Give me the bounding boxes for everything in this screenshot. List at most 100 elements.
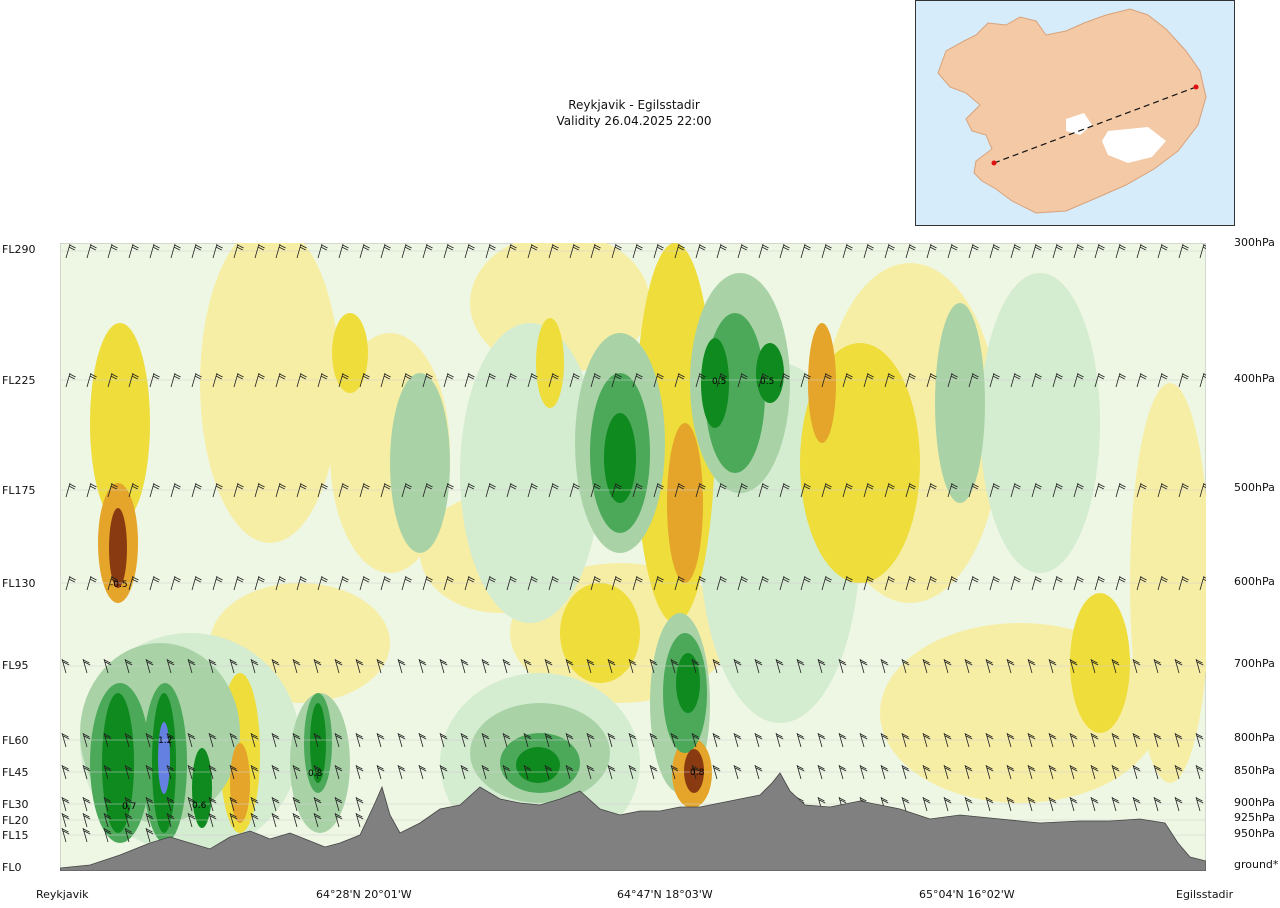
wind-barb bbox=[1069, 764, 1078, 780]
wind-barb bbox=[1115, 482, 1126, 498]
wind-barb bbox=[481, 732, 490, 748]
wind-barb bbox=[149, 575, 160, 591]
band-pos-strong bbox=[604, 413, 636, 503]
wind-barb bbox=[485, 372, 496, 388]
wind-barb bbox=[649, 732, 658, 748]
wind-barb bbox=[149, 482, 160, 498]
wind-barb bbox=[817, 658, 826, 674]
wind-barb bbox=[989, 575, 1000, 591]
wind-barb bbox=[821, 482, 832, 498]
wind-barb bbox=[842, 575, 853, 591]
wind-barb bbox=[1031, 575, 1042, 591]
wind-barb bbox=[338, 482, 349, 498]
validity-time: Validity 26.04.2025 22:00 bbox=[556, 114, 712, 128]
wind-barb bbox=[1031, 482, 1042, 498]
wind-barb bbox=[880, 658, 889, 674]
wind-barb bbox=[296, 482, 307, 498]
wind-barb bbox=[821, 372, 832, 388]
wind-barb bbox=[422, 372, 433, 388]
wind-barb bbox=[1136, 372, 1147, 388]
wind-barb bbox=[1132, 764, 1141, 780]
wind-barb bbox=[502, 764, 511, 780]
wind-barb bbox=[611, 243, 622, 259]
wind-barb bbox=[1031, 372, 1042, 388]
wind-barb bbox=[166, 732, 175, 748]
wind-barb bbox=[170, 372, 181, 388]
wind-barb bbox=[82, 732, 91, 748]
x-label-waypoint-2: 64°47'N 18°03'W bbox=[617, 888, 713, 901]
wind-barb bbox=[124, 796, 133, 812]
wind-barb bbox=[212, 575, 223, 591]
wind-barb bbox=[1195, 658, 1204, 674]
wind-barb bbox=[506, 575, 517, 591]
wind-barb bbox=[103, 812, 112, 828]
wind-barb bbox=[964, 764, 973, 780]
wind-barb bbox=[166, 658, 175, 674]
wind-barb bbox=[628, 764, 637, 780]
wind-barb bbox=[1136, 575, 1147, 591]
wind-barb bbox=[250, 796, 259, 812]
wind-barb bbox=[985, 764, 994, 780]
band-pos-strong bbox=[310, 703, 326, 783]
band-pos-strong bbox=[192, 748, 212, 828]
wind-barb bbox=[926, 243, 937, 259]
wind-barb bbox=[838, 764, 847, 780]
terrain-profile bbox=[60, 772, 1206, 871]
wind-barb bbox=[229, 732, 238, 748]
wind-barb bbox=[922, 796, 931, 812]
wind-barb bbox=[716, 372, 727, 388]
wind-barb bbox=[208, 732, 217, 748]
wind-barb bbox=[632, 372, 643, 388]
wind-barb bbox=[611, 575, 622, 591]
wind-barb bbox=[1178, 482, 1189, 498]
wind-barb bbox=[653, 575, 664, 591]
wind-barb bbox=[443, 575, 454, 591]
wind-barb bbox=[1174, 658, 1183, 674]
wind-barbs bbox=[61, 243, 1206, 843]
wind-barb bbox=[103, 732, 112, 748]
wind-barb bbox=[1199, 575, 1206, 591]
wind-barb bbox=[737, 482, 748, 498]
wind-barb bbox=[334, 796, 343, 812]
wind-barb bbox=[1178, 575, 1189, 591]
wind-barb bbox=[124, 827, 133, 843]
band-pos-light bbox=[935, 303, 985, 503]
wind-barb bbox=[569, 575, 580, 591]
wind-barb bbox=[1094, 243, 1105, 259]
wind-barb bbox=[1115, 243, 1126, 259]
wind-barb bbox=[149, 243, 160, 259]
wind-barb bbox=[695, 482, 706, 498]
route-map bbox=[915, 0, 1235, 226]
wind-barb bbox=[443, 243, 454, 259]
wind-barb bbox=[107, 372, 118, 388]
wind-barb bbox=[170, 243, 181, 259]
wind-barb bbox=[464, 372, 475, 388]
wind-barb bbox=[691, 658, 700, 674]
flight-level-lines bbox=[60, 250, 1206, 836]
wind-barb bbox=[1073, 482, 1084, 498]
wind-barb bbox=[1199, 372, 1206, 388]
wind-barb bbox=[401, 243, 412, 259]
band-neg-light bbox=[560, 583, 640, 683]
wind-barb bbox=[691, 764, 700, 780]
wind-barb bbox=[712, 658, 721, 674]
wind-barb bbox=[334, 812, 343, 828]
wind-barb bbox=[296, 372, 307, 388]
wind-barb bbox=[86, 575, 97, 591]
wind-barb bbox=[65, 372, 76, 388]
wind-barb bbox=[397, 764, 406, 780]
wind-barb bbox=[1052, 482, 1063, 498]
wind-barb bbox=[1010, 575, 1021, 591]
wind-barb bbox=[212, 243, 223, 259]
wind-barb bbox=[233, 482, 244, 498]
annotation-label: 0.7 bbox=[122, 802, 136, 812]
y-right-label: 800hPa bbox=[1234, 731, 1275, 744]
band-pos-strong bbox=[756, 343, 784, 403]
wind-barb bbox=[292, 658, 301, 674]
wind-barb bbox=[166, 812, 175, 828]
wind-barb bbox=[1195, 796, 1204, 812]
wind-barb bbox=[1006, 732, 1015, 748]
wind-barb bbox=[82, 796, 91, 812]
wind-barb bbox=[838, 732, 847, 748]
wind-barb bbox=[128, 243, 139, 259]
